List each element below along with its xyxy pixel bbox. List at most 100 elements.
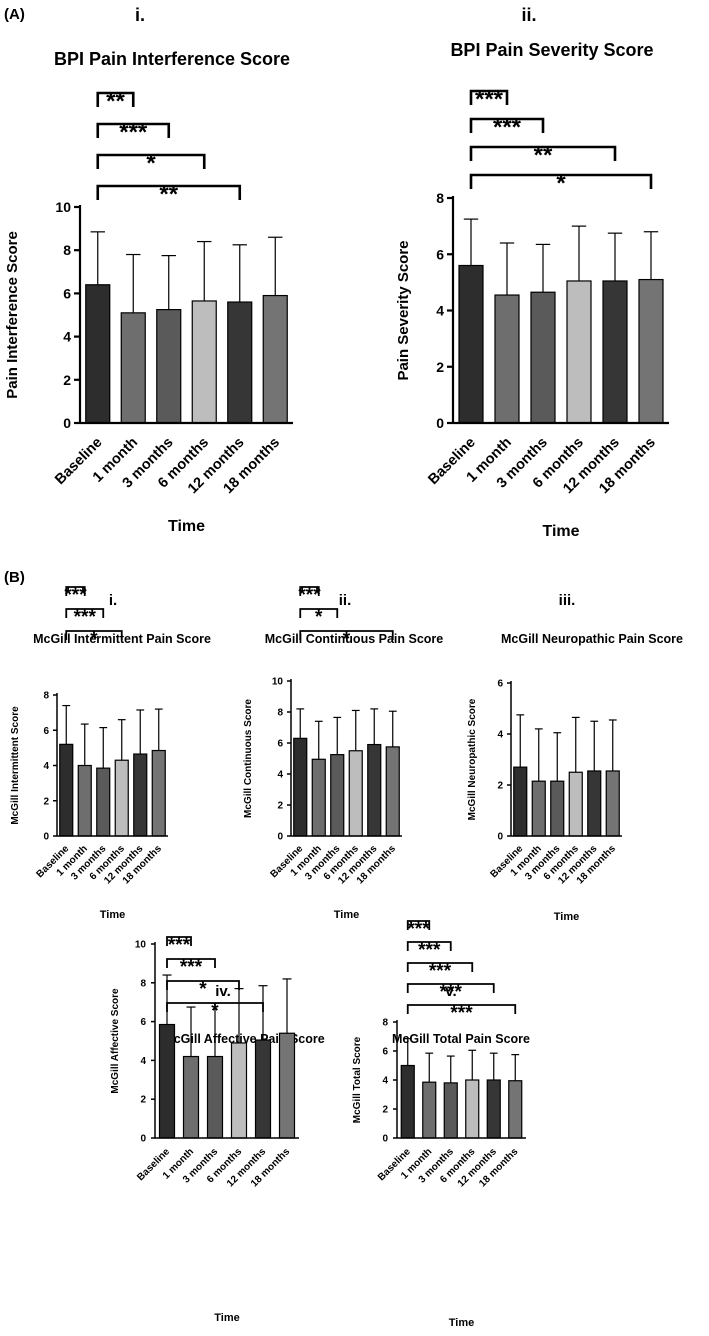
y-axis-label: McGill Total Score <box>352 1036 363 1123</box>
y-tick-label: 2 <box>63 372 71 388</box>
significance-bracket <box>406 941 452 951</box>
significance-stars: * <box>146 150 156 177</box>
bar-12-months <box>602 280 628 424</box>
bar-12-months <box>367 743 382 837</box>
y-tick-label: 6 <box>436 246 444 262</box>
panel-number: ii. <box>339 592 352 609</box>
y-tick-label: 6 <box>140 1017 146 1028</box>
significance-bracket <box>96 122 171 138</box>
bar-18-months <box>638 278 664 424</box>
significance-bracket <box>96 153 206 169</box>
panel-number: v. <box>445 983 456 1000</box>
significance-bracket <box>96 91 135 107</box>
bar-12-months <box>133 753 148 837</box>
significance-stars: * <box>199 979 207 1000</box>
chart-1: i. BPI Pain Interference Score Pain Interf… <box>4 5 293 535</box>
bar-12-months <box>254 1039 272 1139</box>
y-tick-label: 2 <box>140 1095 146 1106</box>
bar-6-months <box>566 280 592 424</box>
chart-title: McGill Neuropathic Pain Score <box>501 632 683 646</box>
y-tick-label: 8 <box>382 1018 388 1029</box>
significance-bracket <box>65 630 123 640</box>
bar-3-months <box>443 1082 458 1139</box>
bar-1-month <box>422 1081 437 1139</box>
bar-3-months <box>330 754 345 837</box>
significance-stars: ** <box>106 88 125 115</box>
bar-1-month <box>77 764 92 837</box>
y-axis-label: McGill Neuropathic Score <box>467 698 478 820</box>
x-axis-label: Time <box>554 911 579 923</box>
y-tick-label: 0 <box>436 415 444 431</box>
significance-stars: *** <box>429 961 452 982</box>
panel-number: iv. <box>215 983 231 1000</box>
section-label-b: (B) <box>4 569 25 586</box>
significance-bracket <box>299 630 394 640</box>
bar-baseline <box>59 743 74 837</box>
chart-title: McGill Total Pain Score <box>392 1032 530 1046</box>
significance-bracket <box>469 89 509 105</box>
significance-bracket <box>166 1002 264 1012</box>
bar-1-month <box>311 758 326 837</box>
chart-title: McGill Continuous Pain Score <box>265 632 444 646</box>
y-tick-label: 0 <box>43 832 49 843</box>
chart-4: ii. McGill Continuous Pain Score McGill Co… <box>243 585 443 921</box>
y-tick-label: 10 <box>135 940 147 951</box>
significance-stars: *** <box>168 935 191 956</box>
significance-bracket <box>299 608 339 618</box>
bar-baseline <box>85 284 111 424</box>
significance-stars: *** <box>418 940 441 961</box>
y-tick-label: 2 <box>436 359 444 375</box>
bar-12-months <box>227 301 253 424</box>
significance-stars: *** <box>119 119 148 146</box>
significance-stars: ** <box>159 181 178 208</box>
significance-stars: *** <box>475 86 504 113</box>
y-tick-label: 8 <box>63 242 71 258</box>
bar-baseline <box>513 766 528 837</box>
significance-stars: *** <box>407 919 430 940</box>
bar-6-months <box>230 1042 248 1139</box>
bar-6-months <box>191 300 217 424</box>
significance-stars: * <box>343 629 351 650</box>
y-tick-label: 8 <box>43 691 49 702</box>
bar-3-months <box>530 291 556 424</box>
y-tick-label: 0 <box>277 832 283 843</box>
bar-1-month <box>494 294 520 424</box>
y-tick-label: 2 <box>497 781 503 792</box>
chart-title: BPI Pain Severity Score <box>450 40 653 60</box>
significance-bracket <box>469 117 545 133</box>
significance-bracket <box>406 1004 517 1014</box>
y-tick-label: 8 <box>277 708 283 719</box>
chart-7: v. McGill Total Pain Score McGill Total Sc… <box>352 919 530 1329</box>
x-axis-label: Time <box>542 523 579 540</box>
significance-bracket <box>299 586 320 596</box>
y-tick-label: 2 <box>382 1105 388 1116</box>
bar-1-month <box>182 1055 200 1139</box>
x-axis-label: Time <box>168 518 205 535</box>
y-tick-label: 2 <box>277 801 283 812</box>
y-tick-label: 10 <box>55 199 71 215</box>
bar-18-months <box>278 1032 296 1139</box>
bar-18-months <box>151 749 166 837</box>
y-tick-label: 4 <box>63 329 71 345</box>
panel-number: i. <box>109 592 117 609</box>
y-tick-label: 0 <box>497 832 503 843</box>
bar-6-months <box>465 1079 480 1139</box>
chart-title: BPI Pain Interference Score <box>54 49 290 69</box>
significance-bracket <box>406 920 431 930</box>
x-axis-label: Time <box>100 909 125 921</box>
bar-1-month <box>531 780 546 837</box>
significance-stars: *** <box>180 957 203 978</box>
significance-bracket <box>166 980 240 990</box>
y-tick-label: 0 <box>63 415 71 431</box>
bar-baseline <box>158 1023 176 1139</box>
bar-3-months <box>550 780 565 837</box>
significance-stars: *** <box>298 585 321 606</box>
significance-bracket <box>469 145 617 161</box>
section-label-a: (A) <box>4 6 25 23</box>
bar-6-months <box>114 759 129 837</box>
y-tick-label: 4 <box>436 303 444 319</box>
y-axis-label: McGill Affective Score <box>110 988 121 1094</box>
significance-stars: *** <box>74 607 97 628</box>
x-axis-label: Time <box>214 1312 239 1324</box>
